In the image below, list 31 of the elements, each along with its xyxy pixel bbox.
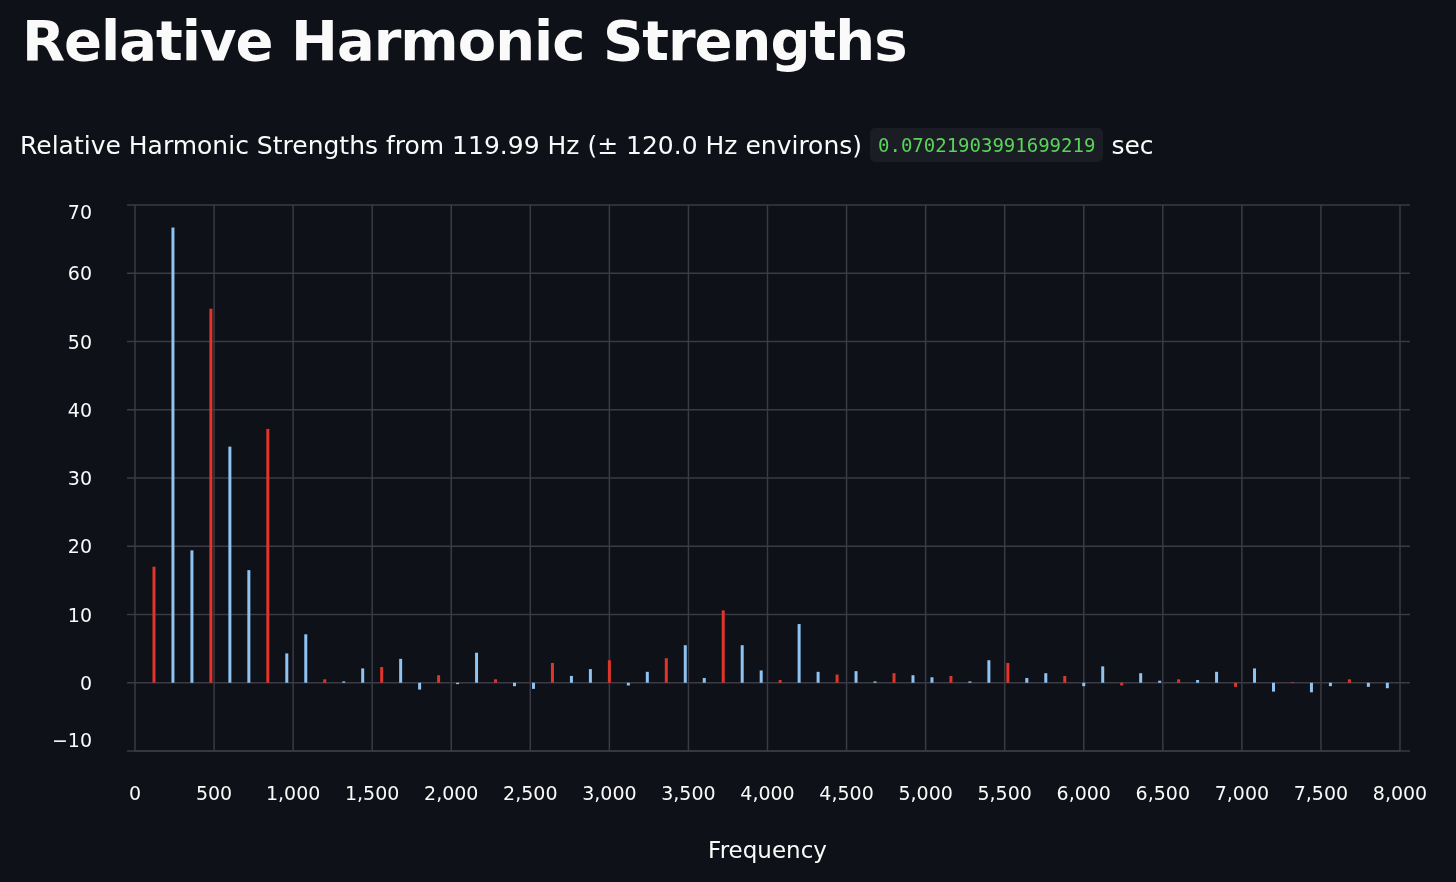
y-tick-label: −10 [51,729,92,751]
y-tick-label: 60 [67,262,92,285]
x-tick-label: 7,000 [1214,782,1270,804]
y-tick-label: 0 [79,671,92,694]
x-tick-label: 5,500 [977,782,1032,804]
chart-subtitle: Relative Harmonic Strengths from 119.99 Hz (± 120.0 Hz environs) [20,130,863,160]
x-tick-label: 8,000 [1372,782,1428,804]
text: 0.07021903991699219 [870,128,1104,162]
x-axis-title: Frequency [708,837,827,863]
y-tick-label: 10 [67,603,92,626]
x-tick-label: 2,500 [503,782,558,804]
x-tick-label: 6,000 [1056,782,1111,804]
x-tick-label: 1,000 [265,782,321,804]
x-tick-label: 4,000 [740,782,795,804]
y-tick-label: 30 [67,467,92,489]
x-tick-label: 500 [195,782,233,804]
y-tick-label: 50 [67,330,92,353]
x-tick-label: 2,000 [424,782,479,804]
y-tick-label: 70 [67,201,92,223]
x-tick-label: 3,500 [661,782,716,804]
x-tick-label: 6,500 [1135,782,1191,804]
x-tick-label: 7,500 [1293,782,1349,804]
x-tick-label: 3,000 [582,782,637,804]
x-tick-label: 4,500 [819,782,874,804]
x-tick-label: 5,000 [898,782,953,804]
text: sec [1111,130,1154,160]
x-tick-label: 1,500 [344,782,400,804]
y-tick-label: 40 [67,398,92,421]
y-tick-label: 20 [67,535,92,558]
x-tick-label: 0 [128,782,142,804]
chart-title: Relative Harmonic Strengths [22,8,907,73]
